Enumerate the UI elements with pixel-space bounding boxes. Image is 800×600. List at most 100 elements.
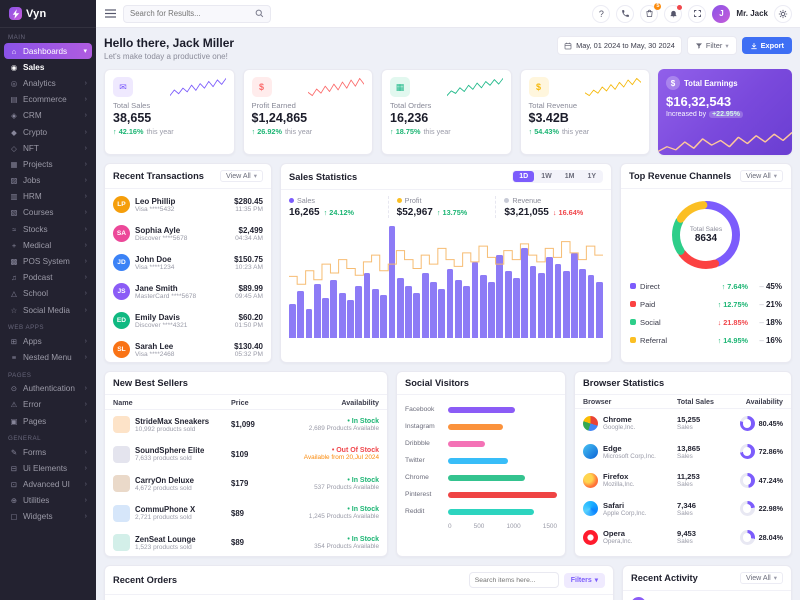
browser-icon <box>583 415 598 431</box>
sidebar-item[interactable]: ▣ Pages › <box>4 413 92 429</box>
sales-bar <box>554 264 562 338</box>
sidebar-item[interactable]: ✎ Forms › <box>4 444 92 460</box>
summary-name-row: Revenue <box>504 196 597 205</box>
best-seller-row[interactable]: SoundSphere Elite 7,633 products sold $1… <box>105 440 387 470</box>
best-seller-row[interactable]: ZenSeat Lounge 1,523 products sold $89 I… <box>105 528 387 556</box>
cart-button[interactable]: 5 <box>640 2 662 23</box>
sidebar-item[interactable]: ♫ Podcast › <box>4 270 92 286</box>
summary-value: $3,21,055 <box>504 207 549 218</box>
transaction-row[interactable]: ED Emily Davis Discover ****4321 $60.20 … <box>113 306 263 335</box>
sidebar-item[interactable]: ⚠ Error › <box>4 397 92 413</box>
sidebar-item[interactable]: ⊞ Apps › <box>4 333 92 349</box>
stat-delta-row: 42.16% this year <box>113 127 226 136</box>
sidebar-item[interactable]: ⌂ Dashboards ▾ <box>4 43 92 60</box>
sidebar-item[interactable]: + Medical › <box>4 237 92 253</box>
range-tab[interactable]: 1Y <box>587 173 596 180</box>
sidebar-item[interactable]: ◉ Sales <box>4 59 92 75</box>
fullscreen-button[interactable] <box>688 4 707 23</box>
sidebar-item[interactable]: ⊡ Advanced UI › <box>4 477 92 493</box>
best-seller-row[interactable]: StrideMax Sneakers 10,992 products sold … <box>105 410 387 440</box>
transaction-row[interactable]: SL Sarah Lee Visa ****2468 $130.40 05:32… <box>113 335 263 362</box>
channel-row[interactable]: Direct 7.64% 45% <box>630 277 782 295</box>
sidebar-item[interactable]: ⊟ Ui Elements › <box>4 460 92 476</box>
view-all-button[interactable]: View All ▾ <box>740 170 783 182</box>
channel-row[interactable]: Referral 14.95% 16% <box>630 331 782 349</box>
transaction-row[interactable]: JS Jane Smith MasterCard ****5678 $89.99… <box>113 277 263 306</box>
best-seller-row[interactable]: CommuPhone X 2,721 products sold $89 In … <box>105 499 387 529</box>
sidebar-item[interactable]: ▤ Ecommerce › <box>4 92 92 108</box>
sidebar-item[interactable]: ≈ Stocks › <box>4 221 92 237</box>
range-tab[interactable]: 1D <box>513 171 535 182</box>
sidebar-item[interactable]: ▥ HRM › <box>4 189 92 205</box>
orders-search-input[interactable] <box>474 576 553 584</box>
sidebar-section-label: MAIN <box>8 34 26 41</box>
sidebar-item[interactable]: ▦ Projects › <box>4 156 92 172</box>
chevron-down-icon: ▾ <box>253 173 257 180</box>
browser-row[interactable]: Chrome Google,Inc. 15,255 Sales <box>575 409 791 438</box>
user-avatar[interactable]: J <box>712 4 731 23</box>
sidebar-item[interactable]: ▧ Courses › <box>4 205 92 221</box>
user-name[interactable]: Mr. Jack <box>736 9 768 18</box>
activity-item[interactable]: ✓ New Order Received Today <box>623 591 791 600</box>
sidebar-item[interactable]: ▢ Widgets › <box>4 509 92 525</box>
transaction-row[interactable]: SA Sophia Ayle Discover ****5678 $2,499 … <box>113 219 263 248</box>
sidebar-item[interactable]: ▨ Jobs › <box>4 173 92 189</box>
transaction-row[interactable]: JD John Doe Visa ****1234 $150.75 10:23 … <box>113 248 263 277</box>
global-search[interactable] <box>123 4 271 23</box>
sales-bar <box>479 275 487 338</box>
sidebar-item[interactable]: △ School › <box>4 286 92 302</box>
browser-row[interactable]: Safari Apple Corp,Inc. 7,346 Sales <box>575 495 791 524</box>
view-all-label: View All <box>746 172 771 180</box>
export-button[interactable]: Export <box>741 37 792 54</box>
sales-bar <box>504 270 512 338</box>
page-content: Hello there, Jack Miller Let's make toda… <box>96 28 800 600</box>
sidebar-item[interactable]: ◆ Crypto › <box>4 124 92 140</box>
stat-label: Total Revenue <box>528 101 578 110</box>
search-icon[interactable] <box>255 9 264 18</box>
chevron-icon: › <box>84 513 87 521</box>
bar-track <box>448 423 557 430</box>
product-price: $89 <box>231 538 245 548</box>
app-logo[interactable]: Vyn <box>0 0 96 28</box>
sidebar-item-label: Medical <box>23 240 52 250</box>
range-tab[interactable]: 1M <box>564 173 575 180</box>
sidebar-item[interactable]: ◎ Analytics › <box>4 75 92 91</box>
sidebar-item-icon: ▢ <box>10 512 18 522</box>
sidebar-item[interactable]: ◈ CRM › <box>4 108 92 124</box>
search-input[interactable] <box>130 9 251 18</box>
stat-card: ▦ Total Orders 16,236 18.75% this year <box>381 69 512 155</box>
bar-track <box>448 508 557 515</box>
date-range-picker[interactable]: May, 01 2024 to May, 30 2024 <box>557 36 682 55</box>
notifications-button[interactable] <box>664 4 683 23</box>
sidebar-item[interactable]: ⊕ Utilities › <box>4 493 92 509</box>
sidebar-item[interactable]: ◇ NFT › <box>4 140 92 156</box>
transaction-row[interactable]: LP Leo Phillip Visa ****5432 $280.45 11:… <box>113 190 263 219</box>
view-all-button[interactable]: View All ▾ <box>740 572 783 584</box>
settings-gear-button[interactable] <box>774 4 792 23</box>
sidebar-item[interactable]: ☆ Social Media › <box>4 302 92 318</box>
orders-search[interactable] <box>468 572 559 588</box>
sidebar-item[interactable]: ≡ Nested Menu › <box>4 349 92 365</box>
browser-row[interactable]: Firefox Mozilla,Inc. 11,253 Sales <box>575 466 791 495</box>
browser-row[interactable]: Edge Microsoft Corp,Inc. 13,865 Sales <box>575 438 791 467</box>
summary-value: 16,265 <box>289 207 320 218</box>
call-button[interactable] <box>616 4 635 23</box>
view-all-button[interactable]: View All ▾ <box>220 170 263 182</box>
sidebar-item[interactable]: ▩ POS System › <box>4 253 92 269</box>
browser-name: Chrome <box>603 415 632 425</box>
menu-toggle-icon[interactable] <box>104 8 116 20</box>
browser-info: Safari Apple Corp,Inc. <box>603 501 646 517</box>
channel-row[interactable]: Social 21.85% 18% <box>630 313 782 331</box>
sidebar-item-icon: ✎ <box>10 447 18 457</box>
browser-icon <box>583 501 598 517</box>
browser-info: Edge Microsoft Corp,Inc. <box>603 444 656 460</box>
help-button[interactable]: ? <box>592 4 611 23</box>
range-tab[interactable]: 1W <box>541 173 552 180</box>
transactions-list: LP Leo Phillip Visa ****5432 $280.45 11:… <box>105 189 271 362</box>
sidebar-item[interactable]: ⊙ Authentication › <box>4 381 92 397</box>
channel-row[interactable]: Paid 12.75% 21% <box>630 295 782 313</box>
filters-button[interactable]: Filters ▾ <box>563 572 605 588</box>
filter-button[interactable]: Filter ▾ <box>686 36 737 55</box>
browser-row[interactable]: Opera Opera,Inc. 9,453 Sales <box>575 523 791 552</box>
best-seller-row[interactable]: CarryOn Deluxe 4,672 products sold $179 … <box>105 469 387 499</box>
